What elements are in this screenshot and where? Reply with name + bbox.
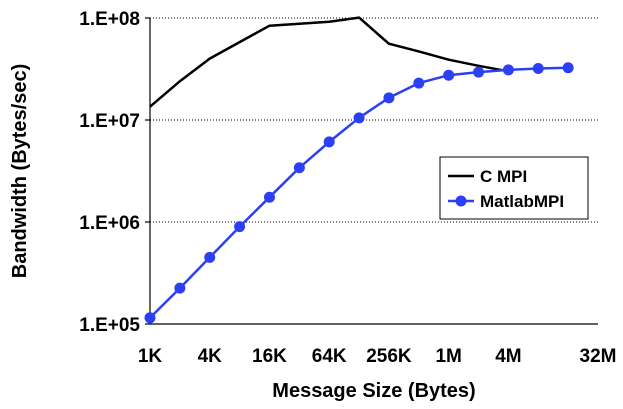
data-point: [234, 221, 246, 233]
data-point: [562, 62, 574, 74]
y-tick-label: 1.E+06: [79, 213, 140, 234]
data-point: [144, 312, 156, 324]
x-tick-label: 64K: [312, 346, 347, 367]
x-tick-label: 256K: [366, 346, 412, 367]
y-tick-label: 1.E+08: [79, 9, 140, 30]
data-point: [174, 282, 186, 294]
axes: [145, 17, 598, 325]
legend-label-matlabmpi: MatlabMPI: [480, 192, 564, 211]
legend-marker-matlabmpi: [455, 195, 467, 207]
data-point: [323, 136, 335, 148]
y-tick-label: 1.E+05: [79, 315, 140, 336]
legend: C MPI MatlabMPI: [439, 156, 589, 220]
data-point: [502, 64, 514, 76]
x-tick-label: 1M: [435, 346, 461, 367]
data-point: [413, 77, 425, 89]
data-point: [532, 62, 544, 74]
legend-box: [439, 156, 589, 220]
y-tick-labels: 1.E+05 1.E+06 1.E+07 1.E+08: [79, 9, 140, 336]
data-point: [293, 162, 305, 174]
data-point: [353, 112, 365, 124]
data-point: [263, 191, 275, 203]
y-tick-label: 1.E+07: [79, 111, 140, 132]
x-tick-label: 32M: [580, 346, 617, 367]
data-point: [204, 251, 216, 263]
data-point: [383, 92, 395, 104]
x-tick-label: 1K: [138, 346, 163, 367]
x-tick-label: 4K: [198, 346, 223, 367]
data-point: [443, 69, 455, 81]
series-markers: [144, 62, 574, 324]
data-point: [473, 66, 485, 78]
legend-label-c-mpi: C MPI: [480, 167, 527, 186]
y-axis-title: Bandwidth (Bytes/sec): [9, 64, 31, 278]
x-tick-labels: 1K 4K 16K 64K 256K 1M 4M 32M: [138, 346, 617, 367]
x-tick-label: 4M: [495, 346, 521, 367]
x-tick-label: 16K: [252, 346, 287, 367]
x-axis-title: Message Size (Bytes): [272, 380, 475, 402]
series-line-c-mpi: [149, 16, 509, 108]
